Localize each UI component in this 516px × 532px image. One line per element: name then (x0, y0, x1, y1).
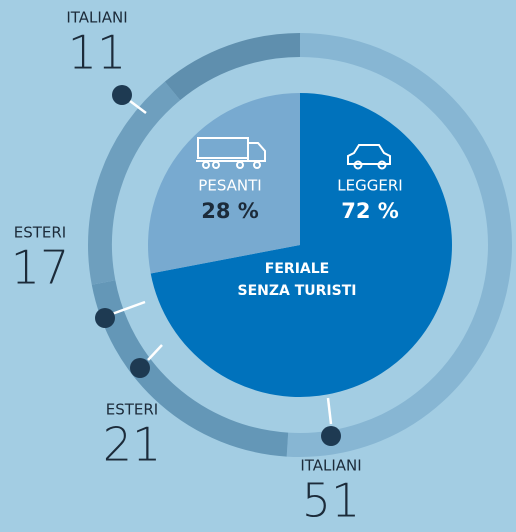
truck-cab (247, 142, 266, 162)
wheel (202, 161, 210, 169)
ring-segment (286, 33, 513, 457)
segment-value: 11 (68, 26, 127, 80)
ring-segment (88, 81, 181, 285)
wheel (236, 161, 244, 169)
ring-segment (164, 33, 301, 101)
dot (321, 426, 341, 446)
wheel (212, 161, 220, 169)
car-icon (347, 144, 391, 170)
wheel (253, 161, 261, 169)
connectors (111, 100, 333, 425)
segment-category: ITALIANI (300, 457, 361, 475)
segment-value: 51 (302, 474, 361, 528)
slice-value: 72 % (341, 199, 399, 223)
segment-value: 17 (11, 241, 70, 295)
connector (326, 397, 333, 425)
pie-layer: LEGGERI 72 % PESANTI 28 % FERIALE SENZA TURIS… (148, 93, 453, 397)
segment-value: 21 (103, 418, 162, 472)
car-body (347, 144, 391, 165)
segment-category: ESTERI (106, 401, 159, 419)
segment-category: ITALIANI (66, 9, 127, 27)
dot (130, 358, 150, 378)
connector (129, 100, 147, 114)
connector (111, 300, 146, 316)
wheel (353, 160, 363, 170)
slice-value: 28 % (201, 199, 259, 223)
dot (112, 85, 132, 105)
center-label: FERIALE (265, 261, 329, 277)
pie-slice (150, 93, 453, 397)
slice-category: LEGGERI (337, 177, 402, 195)
segment-category: ESTERI (14, 224, 67, 242)
dots (95, 85, 341, 446)
pie-slice (148, 93, 300, 274)
slice-category: PESANTI (198, 177, 261, 195)
wheel (377, 160, 387, 170)
center-label: SENZA TURISTI (238, 283, 357, 299)
dot (95, 308, 115, 328)
truck-icon (196, 137, 266, 169)
connector (147, 344, 163, 361)
